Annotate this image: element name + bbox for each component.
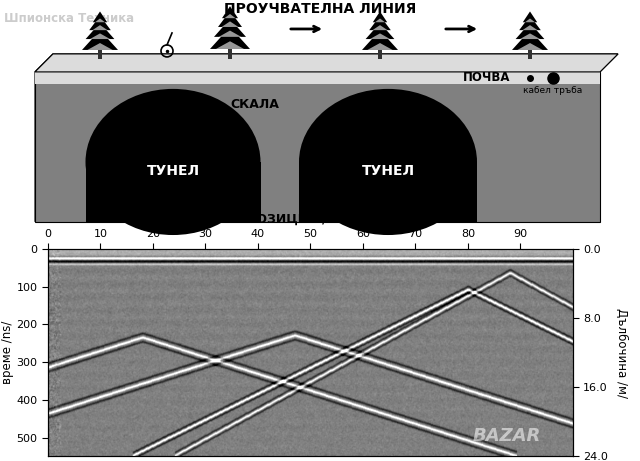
Bar: [98, 50, 102, 59]
Polygon shape: [89, 16, 111, 30]
Y-axis label: Дълбочина /м/: Дълбочина /м/: [614, 307, 628, 398]
Polygon shape: [225, 14, 236, 18]
Polygon shape: [35, 54, 53, 222]
Polygon shape: [522, 25, 538, 30]
Bar: [528, 50, 532, 59]
Polygon shape: [370, 33, 390, 39]
X-axis label: ПОЗИЦИЯ /метри/: ПОЗИЦИЯ /метри/: [246, 213, 375, 226]
Polygon shape: [372, 12, 387, 22]
Bar: [35, 72, 600, 222]
Polygon shape: [221, 21, 239, 27]
Text: ПРОУЧВАТЕЛНА ЛИНИЯ: ПРОУЧВАТЕЛНА ЛИНИЯ: [224, 2, 416, 16]
Polygon shape: [92, 25, 108, 30]
Bar: [299, 162, 477, 222]
Text: ТУНЕЛ: ТУНЕЛ: [147, 164, 200, 178]
Text: ПОЧВА: ПОЧВА: [463, 71, 510, 84]
Text: кабел тръба: кабел тръба: [524, 86, 582, 95]
Polygon shape: [367, 43, 392, 50]
Text: ТУНЕЛ: ТУНЕЛ: [362, 164, 415, 178]
Text: СКАЛА: СКАЛА: [230, 98, 280, 111]
Bar: [378, 50, 382, 59]
Polygon shape: [372, 25, 388, 30]
Polygon shape: [219, 30, 241, 37]
Polygon shape: [516, 23, 545, 39]
Polygon shape: [520, 33, 540, 39]
Polygon shape: [525, 18, 535, 22]
Ellipse shape: [86, 89, 260, 235]
Polygon shape: [222, 6, 238, 18]
Polygon shape: [517, 43, 543, 50]
Polygon shape: [512, 30, 548, 50]
Text: Шпионска Техника: Шпионска Техника: [4, 12, 134, 25]
Polygon shape: [95, 18, 105, 22]
Ellipse shape: [299, 89, 477, 235]
Polygon shape: [86, 23, 115, 39]
Polygon shape: [35, 54, 618, 72]
Polygon shape: [218, 11, 242, 27]
Polygon shape: [210, 27, 250, 49]
Text: BAZAR: BAZAR: [473, 427, 541, 445]
Polygon shape: [369, 16, 391, 30]
Polygon shape: [216, 41, 244, 49]
Bar: [35, 72, 600, 84]
Polygon shape: [35, 54, 618, 72]
Bar: [228, 49, 232, 59]
Bar: [86, 162, 260, 222]
Polygon shape: [82, 30, 118, 50]
Polygon shape: [90, 33, 110, 39]
Polygon shape: [519, 16, 541, 30]
Polygon shape: [375, 18, 385, 22]
Polygon shape: [93, 12, 108, 22]
Polygon shape: [88, 43, 113, 50]
Polygon shape: [523, 12, 537, 22]
Polygon shape: [362, 30, 398, 50]
Polygon shape: [214, 19, 246, 37]
Y-axis label: време /ns/: време /ns/: [1, 321, 13, 384]
Polygon shape: [365, 23, 394, 39]
